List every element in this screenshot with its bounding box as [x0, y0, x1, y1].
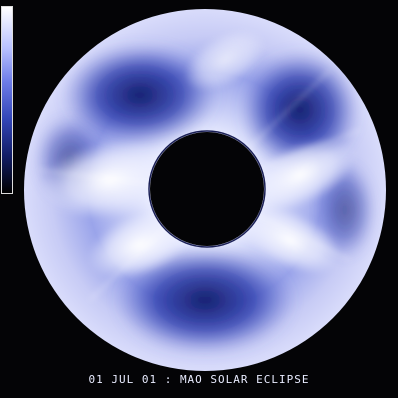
streamer-lower-right	[238, 205, 342, 275]
streamer-upper	[184, 28, 266, 92]
streamer-right	[244, 137, 356, 213]
dark-region-upper-left	[62, 43, 218, 147]
intensity-colorbar	[1, 6, 13, 194]
occulting-disk	[150, 132, 264, 246]
image-caption: 01 JUL 01 : MAO SOLAR ECLIPSE	[88, 373, 310, 386]
dark-region-lower	[115, 245, 295, 355]
occulting-disk-rim	[148, 130, 266, 248]
streamer-left	[40, 141, 180, 219]
